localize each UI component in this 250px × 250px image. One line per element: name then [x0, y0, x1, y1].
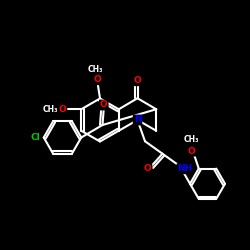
Text: N: N: [134, 116, 141, 124]
Text: O: O: [94, 75, 102, 84]
Text: NH: NH: [178, 164, 192, 173]
Text: O: O: [188, 146, 195, 156]
Text: CH₃: CH₃: [42, 105, 58, 114]
Text: CH₃: CH₃: [184, 135, 199, 144]
Text: O: O: [134, 76, 141, 85]
Text: O: O: [144, 164, 152, 173]
Text: O: O: [58, 105, 66, 114]
Text: CH₃: CH₃: [87, 65, 103, 74]
Text: Cl: Cl: [30, 133, 40, 142]
Text: O: O: [100, 100, 108, 110]
